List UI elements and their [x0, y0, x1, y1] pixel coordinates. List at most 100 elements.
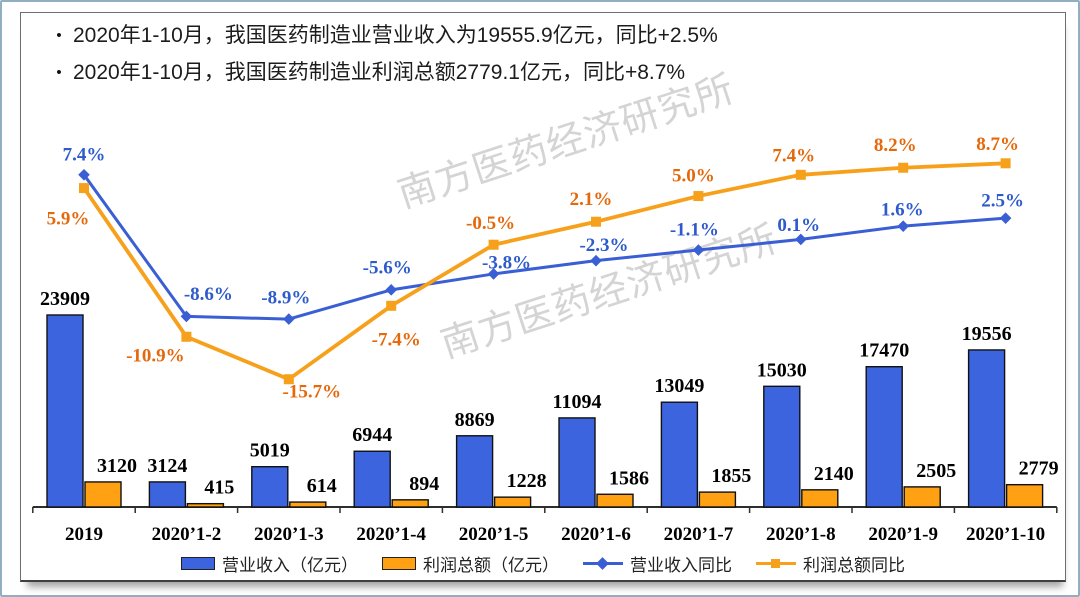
bar-value-revenue: 15030 [757, 359, 807, 381]
bar-profit [493, 496, 532, 508]
bar-value-revenue: 5019 [250, 440, 290, 462]
legend-label-profit-bar: 利润总额（亿元） [423, 555, 559, 575]
bar-value-revenue: 3124 [147, 455, 187, 477]
bar-value-revenue: 19556 [962, 323, 1012, 345]
profit-yoy-marker [283, 374, 294, 385]
bar-revenue [763, 385, 801, 508]
headline-profit: • 2020年1-10月，我国医药制造业利润总额2779.1亿元，同比+8.7% [45, 60, 718, 86]
revenue-yoy-pct-label: -8.6% [184, 284, 233, 305]
chart-legend: 营业收入（亿元） 利润总额（亿元） 营业收入同比 利润总额同比 [21, 550, 1065, 576]
revenue-yoy-marker [78, 169, 90, 181]
legend-glyph-revenue-line [583, 556, 623, 570]
profit-yoy-pct-label: -10.9% [126, 345, 185, 366]
bar-revenue [660, 401, 699, 508]
legend-item-revenue-line: 营业收入同比 [583, 551, 732, 576]
bar-profit [391, 499, 429, 508]
bar-profit [801, 489, 839, 508]
revenue-yoy-pct-label: -2.3% [579, 235, 628, 256]
bar-revenue [148, 481, 187, 508]
square-marker-icon [771, 558, 780, 568]
profit-yoy-marker [693, 191, 704, 202]
x-axis-label: 2020’1-7 [664, 524, 734, 545]
bar-profit [596, 493, 634, 508]
bar-value-profit: 2140 [814, 463, 854, 485]
x-axis-label: 2019 [65, 524, 103, 545]
x-axis-label: 2020’1-9 [868, 524, 938, 545]
slide: • 2020年1-10月，我国医药制造业营业收入为19555.9亿元，同比+2.… [20, 12, 1066, 582]
profit-yoy-marker [591, 216, 601, 227]
revenue-yoy-marker [487, 268, 500, 280]
bar-value-profit: 2779 [1019, 458, 1059, 480]
headline-bullets: • 2020年1-10月，我国医药制造业营业收入为19555.9亿元，同比+2.… [45, 23, 718, 97]
bar-value-profit: 614 [307, 475, 337, 497]
profit-yoy-marker [1000, 158, 1011, 169]
bar-revenue [967, 349, 1006, 508]
bullet-dot: • [56, 27, 62, 44]
revenue-yoy-line [82, 173, 1008, 321]
profit-yoy-pct-label: -15.7% [283, 382, 342, 403]
bar-revenue [558, 417, 596, 508]
revenue-yoy-marker [795, 233, 807, 246]
bar-profit [698, 491, 737, 508]
bar-value-profit: 1855 [711, 465, 751, 487]
profit-yoy-marker [386, 300, 397, 311]
x-axis-label: 2020’1-8 [766, 524, 836, 545]
headline-profit-text: 2020年1-10月，我国医药制造业利润总额2779.1亿元，同比+8.7% [73, 61, 686, 84]
legend-item-profit-line: 利润总额同比 [756, 551, 905, 576]
revenue-yoy-marker [999, 212, 1012, 224]
legend-label-revenue-bar: 营业收入（亿元） [222, 555, 358, 575]
profit-yoy-marker [488, 239, 499, 250]
bar-value-profit: 894 [409, 473, 439, 495]
profit-yoy-pct-label: 5.9% [47, 209, 90, 230]
bar-profit [186, 502, 225, 508]
bar-value-revenue: 8869 [455, 409, 495, 431]
diamond-marker-icon [596, 556, 609, 570]
profit-yoy-marker [79, 183, 89, 194]
x-axis-label: 2020’1-4 [356, 524, 426, 545]
profit-yoy-marker [181, 331, 192, 342]
revenue-yoy-pct-label: -3.8% [482, 252, 531, 273]
legend-swatch-revenue-bar [181, 556, 215, 570]
profit-yoy-pct-label: 7.4% [772, 145, 815, 166]
bar-value-profit: 1228 [507, 470, 547, 492]
bar-revenue [46, 314, 84, 508]
revenue-yoy-pct-label: 2.5% [981, 191, 1024, 212]
bar-value-profit: 2505 [916, 460, 956, 482]
profit-yoy-marker [898, 162, 909, 173]
revenue-yoy-pct-label: -5.6% [363, 257, 412, 278]
bar-value-revenue: 13049 [654, 375, 704, 397]
x-axis-label: 2020’1-5 [459, 524, 529, 545]
x-axis-label: 2020’1-3 [254, 524, 324, 545]
bar-profit [84, 481, 122, 508]
legend-item-revenue-bar: 营业收入（亿元） [181, 551, 358, 576]
legend-glyph-profit-line [756, 557, 796, 569]
legend-item-profit-bar: 利润总额（亿元） [382, 551, 559, 576]
legend-label-revenue-line: 营业收入同比 [630, 555, 732, 575]
bar-revenue [251, 465, 289, 508]
revenue-yoy-pct-label: 0.1% [777, 215, 820, 236]
bar-profit [1005, 483, 1044, 508]
revenue-yoy-pct-label: 1.6% [881, 200, 924, 221]
headline-revenue-text: 2020年1-10月，我国医药制造业营业收入为19555.9亿元，同比+2.5% [73, 24, 718, 47]
profit-yoy-pct-label: 8.2% [874, 135, 917, 156]
revenue-yoy-pct-label: 7.4% [63, 144, 106, 165]
x-axis-label: 2020’1-2 [152, 524, 222, 545]
bar-revenue [455, 435, 494, 508]
profit-yoy-pct-label: -7.4% [372, 329, 421, 350]
bar-value-revenue: 23909 [40, 288, 90, 310]
bullet-dot: • [56, 64, 62, 81]
profit-yoy-pct-label: 8.7% [976, 134, 1019, 155]
bar-value-profit: 1586 [609, 467, 649, 489]
headline-revenue: • 2020年1-10月，我国医药制造业营业收入为19555.9亿元，同比+2.… [45, 23, 718, 49]
x-axis-label: 2020’1-10 [966, 524, 1045, 545]
bar-value-revenue: 17470 [859, 340, 909, 362]
x-axis-label: 2020’1-6 [561, 524, 631, 545]
revenue-yoy-marker [897, 220, 909, 232]
revenue-yoy-marker [283, 313, 295, 325]
combo-chart: 23909 3120 2019 3124 415 2020’1-2 5019 614 2020’… [32, 134, 1059, 545]
profit-yoy-line [82, 161, 1008, 382]
bar-value-revenue: 6944 [352, 424, 392, 446]
bar-revenue [865, 366, 903, 508]
